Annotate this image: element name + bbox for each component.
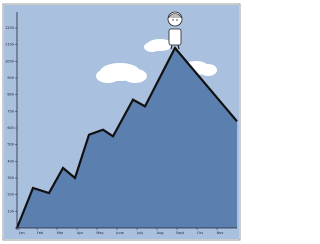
chart: 100 200 300 400 500 600 700 800 900 1000 1100 1200 J… bbox=[0, 0, 243, 244]
y-tick-label: 400 bbox=[7, 159, 14, 163]
y-tick-label: 200 bbox=[7, 193, 14, 197]
y-tick-label: 800 bbox=[7, 93, 14, 97]
y-tick-label: 700 bbox=[7, 109, 14, 113]
page: {"chart_data": {"type": "area", "x": [0,… bbox=[0, 0, 320, 244]
y-tick-label: 900 bbox=[7, 76, 14, 80]
x-tick-label: Nov bbox=[217, 231, 224, 235]
y-tick-label: 600 bbox=[7, 126, 14, 130]
y-tick-label: 1200 bbox=[5, 26, 14, 30]
x-tick-label: Apr bbox=[77, 231, 84, 235]
x-tick-label: Feb bbox=[37, 231, 44, 235]
x-tick-label: Aug bbox=[157, 231, 164, 235]
x-tick-label: June bbox=[115, 231, 124, 235]
x-tick-label: Jan bbox=[18, 231, 24, 235]
y-tick-label: 1000 bbox=[5, 59, 14, 63]
y-tick-label: 100 bbox=[7, 209, 14, 213]
x-tick-label: Oct bbox=[197, 231, 204, 235]
climber bbox=[168, 12, 182, 49]
y-tick-label: 500 bbox=[7, 143, 14, 147]
x-tick-label: May bbox=[96, 231, 103, 235]
x-tick-label: July bbox=[136, 231, 143, 235]
y-tick-label: 300 bbox=[7, 176, 14, 180]
x-tick-label: Mar bbox=[57, 231, 64, 235]
y-tick-label: 1100 bbox=[5, 43, 14, 47]
x-tick-label: Sept bbox=[176, 231, 185, 235]
